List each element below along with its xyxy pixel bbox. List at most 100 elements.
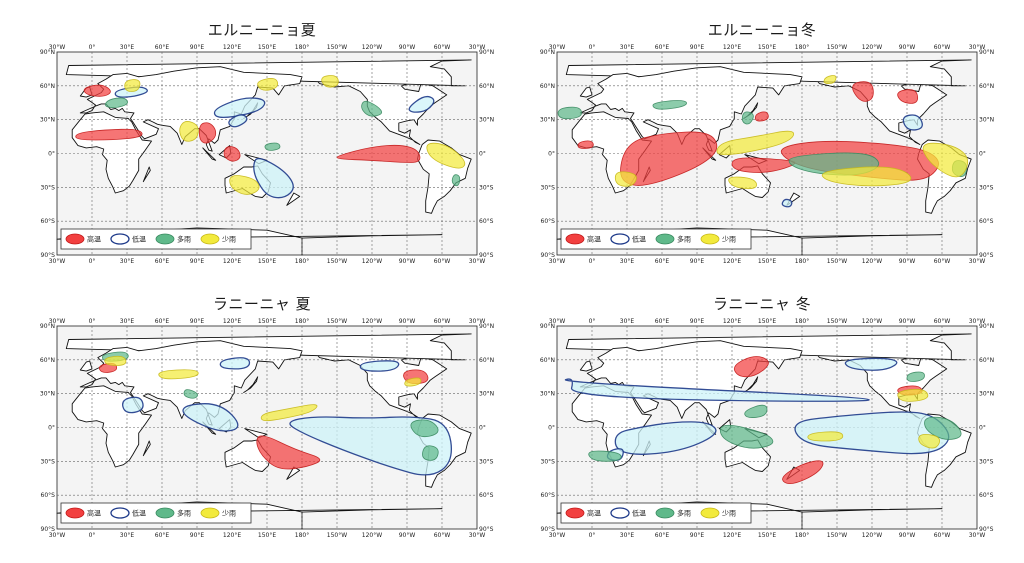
lon-tick-label-top: 120°W [362,44,382,51]
map-panel: 30°W 30°W 0° 0° 30°E 30°E 60°E 60°E 90°E 90°E 120°… [540,44,994,265]
anomaly-region-dry [823,75,837,85]
lon-tick-label-top: 120°W [362,318,382,325]
anomaly-region-dry [404,377,422,387]
lon-tick-label-bottom: 30°W [549,532,566,539]
lat-tick-label-right: 90°N [479,323,494,330]
lon-tick-label-bottom: 30°W [49,532,66,539]
lat-tick-label-left: 90°N [540,323,555,330]
legend-label-cold: 低温 [132,509,146,518]
lon-tick-label-bottom: 0° [589,532,596,539]
lon-tick-label-bottom: 180° [295,532,309,539]
legend-swatch-wet [655,233,675,245]
anomaly-region-wet [719,424,774,449]
map-panel: 30°W 30°W 0° 0° 30°E 30°E 60°E 60°E 90°E 90°E 120°… [40,44,494,265]
anomaly-region-warm [782,460,824,485]
lon-tick-label-top: 30°E [620,44,635,51]
lat-tick-label-left: 0° [48,151,55,158]
lon-tick-label-bottom: 90°E [190,258,205,265]
lat-tick-label-left: 30°S [41,458,56,465]
lon-tick-label-top: 30°W [549,318,566,325]
anomaly-region-dry [716,130,795,156]
landmass [243,376,259,393]
lon-tick-label-top: 90°E [690,44,705,51]
lon-tick-label-bottom: 30°W [549,258,566,265]
lon-tick-label-bottom: 30°W [469,532,486,539]
lon-tick-label-bottom: 90°E [190,532,205,539]
lon-tick-label-bottom: 60°E [155,532,170,539]
legend-label-warm: 高温 [587,509,601,518]
lon-tick-label-top: 90°E [690,318,705,325]
lat-tick-label-left: 90°S [541,526,556,533]
lat-tick-label-left: 60°S [41,492,56,499]
anomaly-region-dry [257,78,279,91]
anomaly-region-dry [614,171,637,187]
anomaly-region-cold [253,157,294,199]
anomaly-region-warm [336,144,421,163]
legend-label-cold: 低温 [632,509,646,518]
lat-tick-label-left: 90°N [540,49,555,56]
legend-swatch-dry [700,233,720,245]
lon-tick-label-top: 120°W [862,44,882,51]
lat-tick-label-left: 0° [48,425,55,432]
lon-tick-label-top: 90°W [899,44,916,51]
legend-label-dry: 少雨 [222,236,236,244]
lon-tick-label-top: 150°W [327,318,347,325]
lon-tick-label-bottom: 150°E [758,532,776,539]
lon-tick-label-top: 180° [795,44,809,51]
legend: 高温 低温 多雨 少雨 [60,228,252,250]
panel-title: ラニーニャ 夏 [212,295,312,313]
lon-tick-label-top: 90°W [399,318,416,325]
lat-tick-label-right: 60°N [479,83,494,90]
lon-tick-label-bottom: 60°E [655,258,670,265]
lat-tick-label-left: 90°N [40,49,55,56]
lon-tick-label-bottom: 150°E [258,258,276,265]
landmass [743,376,759,393]
lon-tick-label-top: 60°E [155,44,170,51]
panel-title: エルニーニョ冬 [707,21,817,39]
anomaly-region-wet [906,371,925,382]
lat-tick-label-left: 90°S [41,252,56,259]
lon-tick-label-bottom: 60°W [434,258,451,265]
landmass [579,360,593,372]
lat-tick-label-left: 60°S [541,492,556,499]
lon-tick-label-bottom: 180° [295,258,309,265]
lat-tick-label-right: 0° [979,425,986,432]
lon-tick-label-bottom: 120°E [223,532,241,539]
lon-tick-label-bottom: 120°W [862,532,882,539]
lat-tick-label-left: 30°N [40,117,55,124]
anomaly-region-warm [577,140,594,149]
lon-tick-label-bottom: 150°E [758,258,776,265]
lon-tick-label-top: 180° [295,44,309,51]
lon-tick-label-top: 30°W [49,44,66,51]
legend-swatch-cold [110,507,130,519]
lat-tick-label-left: 90°S [41,526,56,533]
anomaly-region-cold [844,357,898,371]
lon-tick-label-top: 120°E [223,318,241,325]
anomaly-region-wet [410,419,439,438]
lon-tick-label-top: 30°W [969,44,986,51]
lat-tick-label-left: 60°N [540,357,555,364]
anomaly-regions [98,351,452,476]
lat-tick-label-right: 60°S [979,492,994,499]
legend-swatch-warm [565,507,585,519]
anomaly-region-dry [897,388,929,402]
landmass [142,440,151,457]
anomaly-region-wet [588,450,622,462]
anomaly-region-wet [652,100,687,110]
legend-swatch-dry [200,507,220,519]
lon-tick-label-bottom: 150°W [327,258,347,265]
anomaly-region-dry [179,121,199,142]
lat-tick-label-left: 30°S [41,184,56,191]
anomaly-region-warm [852,81,874,102]
lon-tick-label-top: 60°E [655,318,670,325]
lon-tick-label-top: 150°E [758,318,776,325]
legend-swatch-warm [65,233,85,245]
lat-tick-label-right: 60°S [479,492,494,499]
anomaly-region-dry [158,369,199,380]
lon-tick-label-bottom: 90°W [399,532,416,539]
anomaly-regions [557,75,969,208]
lon-tick-label-top: 0° [89,44,96,51]
lat-tick-label-right: 90°S [979,526,994,533]
anomaly-regions [564,356,962,485]
